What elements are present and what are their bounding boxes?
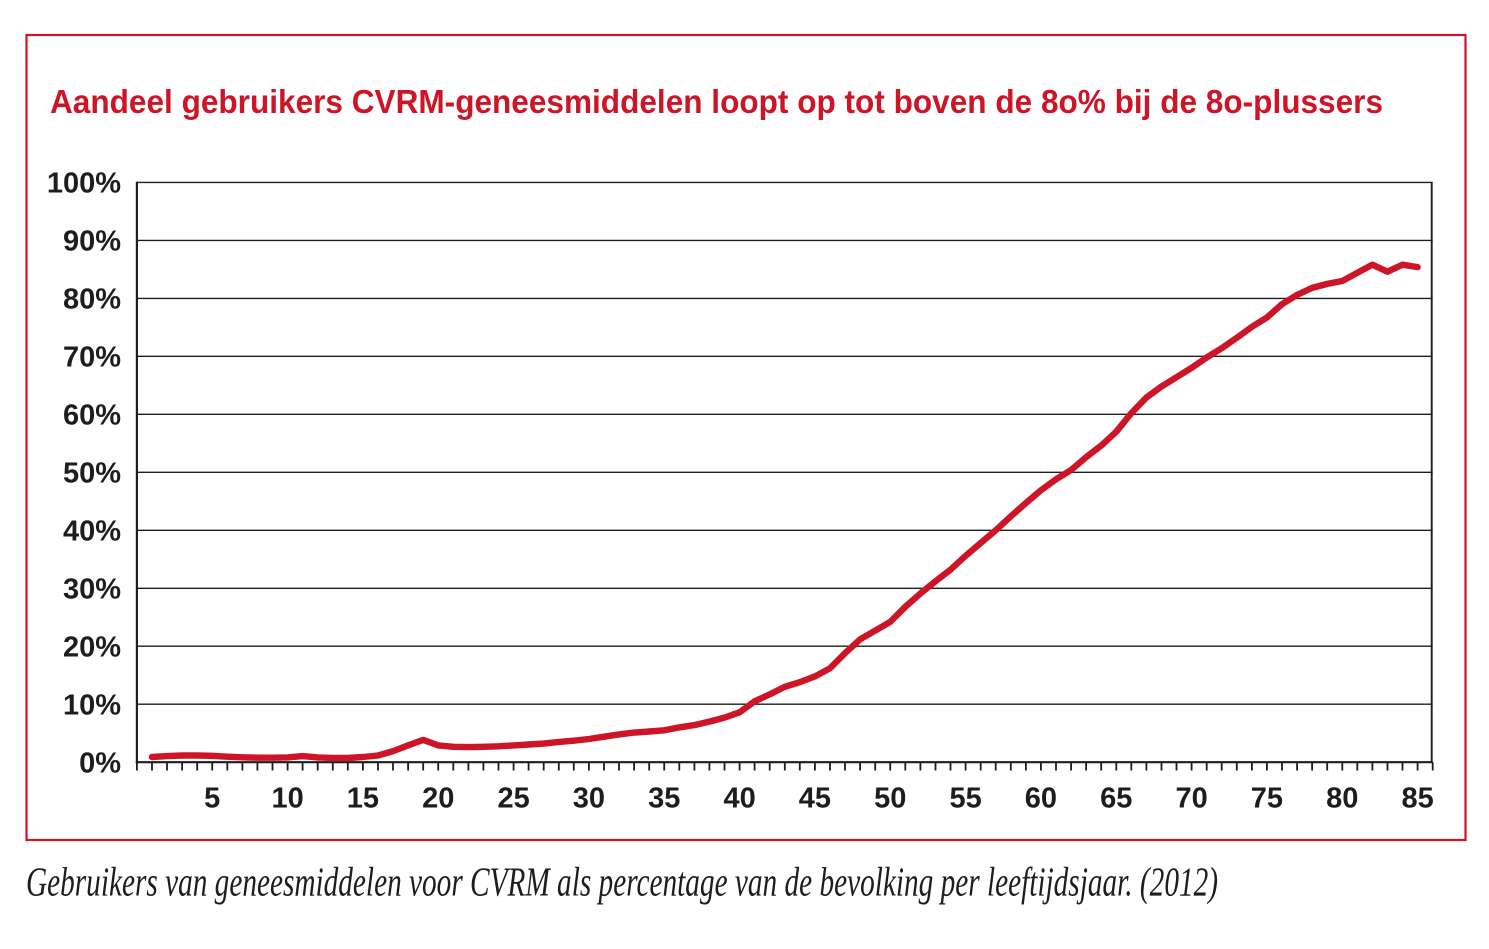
- svg-text:50: 50: [874, 783, 906, 815]
- svg-text:0%: 0%: [79, 747, 121, 779]
- svg-text:80: 80: [1326, 783, 1358, 815]
- svg-text:70: 70: [1175, 783, 1207, 815]
- svg-text:10: 10: [271, 783, 303, 815]
- svg-text:90%: 90%: [63, 226, 121, 258]
- svg-text:20: 20: [422, 783, 454, 815]
- svg-text:55: 55: [949, 783, 981, 815]
- svg-text:15: 15: [347, 783, 379, 815]
- svg-text:85: 85: [1401, 783, 1433, 815]
- svg-text:Aandeel gebruikers CVRM-genees: Aandeel gebruikers CVRM-geneesmiddelen l…: [50, 83, 1383, 120]
- svg-text:75: 75: [1251, 783, 1283, 815]
- svg-text:10%: 10%: [63, 689, 121, 721]
- svg-text:Gebruikers van geneesmiddelen: Gebruikers van geneesmiddelen voor CVRM …: [26, 859, 1218, 905]
- svg-text:5: 5: [204, 783, 220, 815]
- svg-text:80%: 80%: [63, 284, 121, 316]
- svg-text:60: 60: [1025, 783, 1057, 815]
- svg-text:65: 65: [1100, 783, 1132, 815]
- svg-text:60%: 60%: [63, 400, 121, 432]
- svg-text:50%: 50%: [63, 458, 121, 490]
- svg-text:20%: 20%: [63, 631, 121, 663]
- svg-text:40%: 40%: [63, 516, 121, 548]
- svg-text:100%: 100%: [47, 168, 121, 200]
- svg-text:45: 45: [799, 783, 831, 815]
- svg-text:25: 25: [497, 783, 529, 815]
- svg-text:40: 40: [723, 783, 755, 815]
- svg-text:30%: 30%: [63, 574, 121, 606]
- svg-text:35: 35: [648, 783, 680, 815]
- svg-text:70%: 70%: [63, 342, 121, 374]
- svg-text:30: 30: [573, 783, 605, 815]
